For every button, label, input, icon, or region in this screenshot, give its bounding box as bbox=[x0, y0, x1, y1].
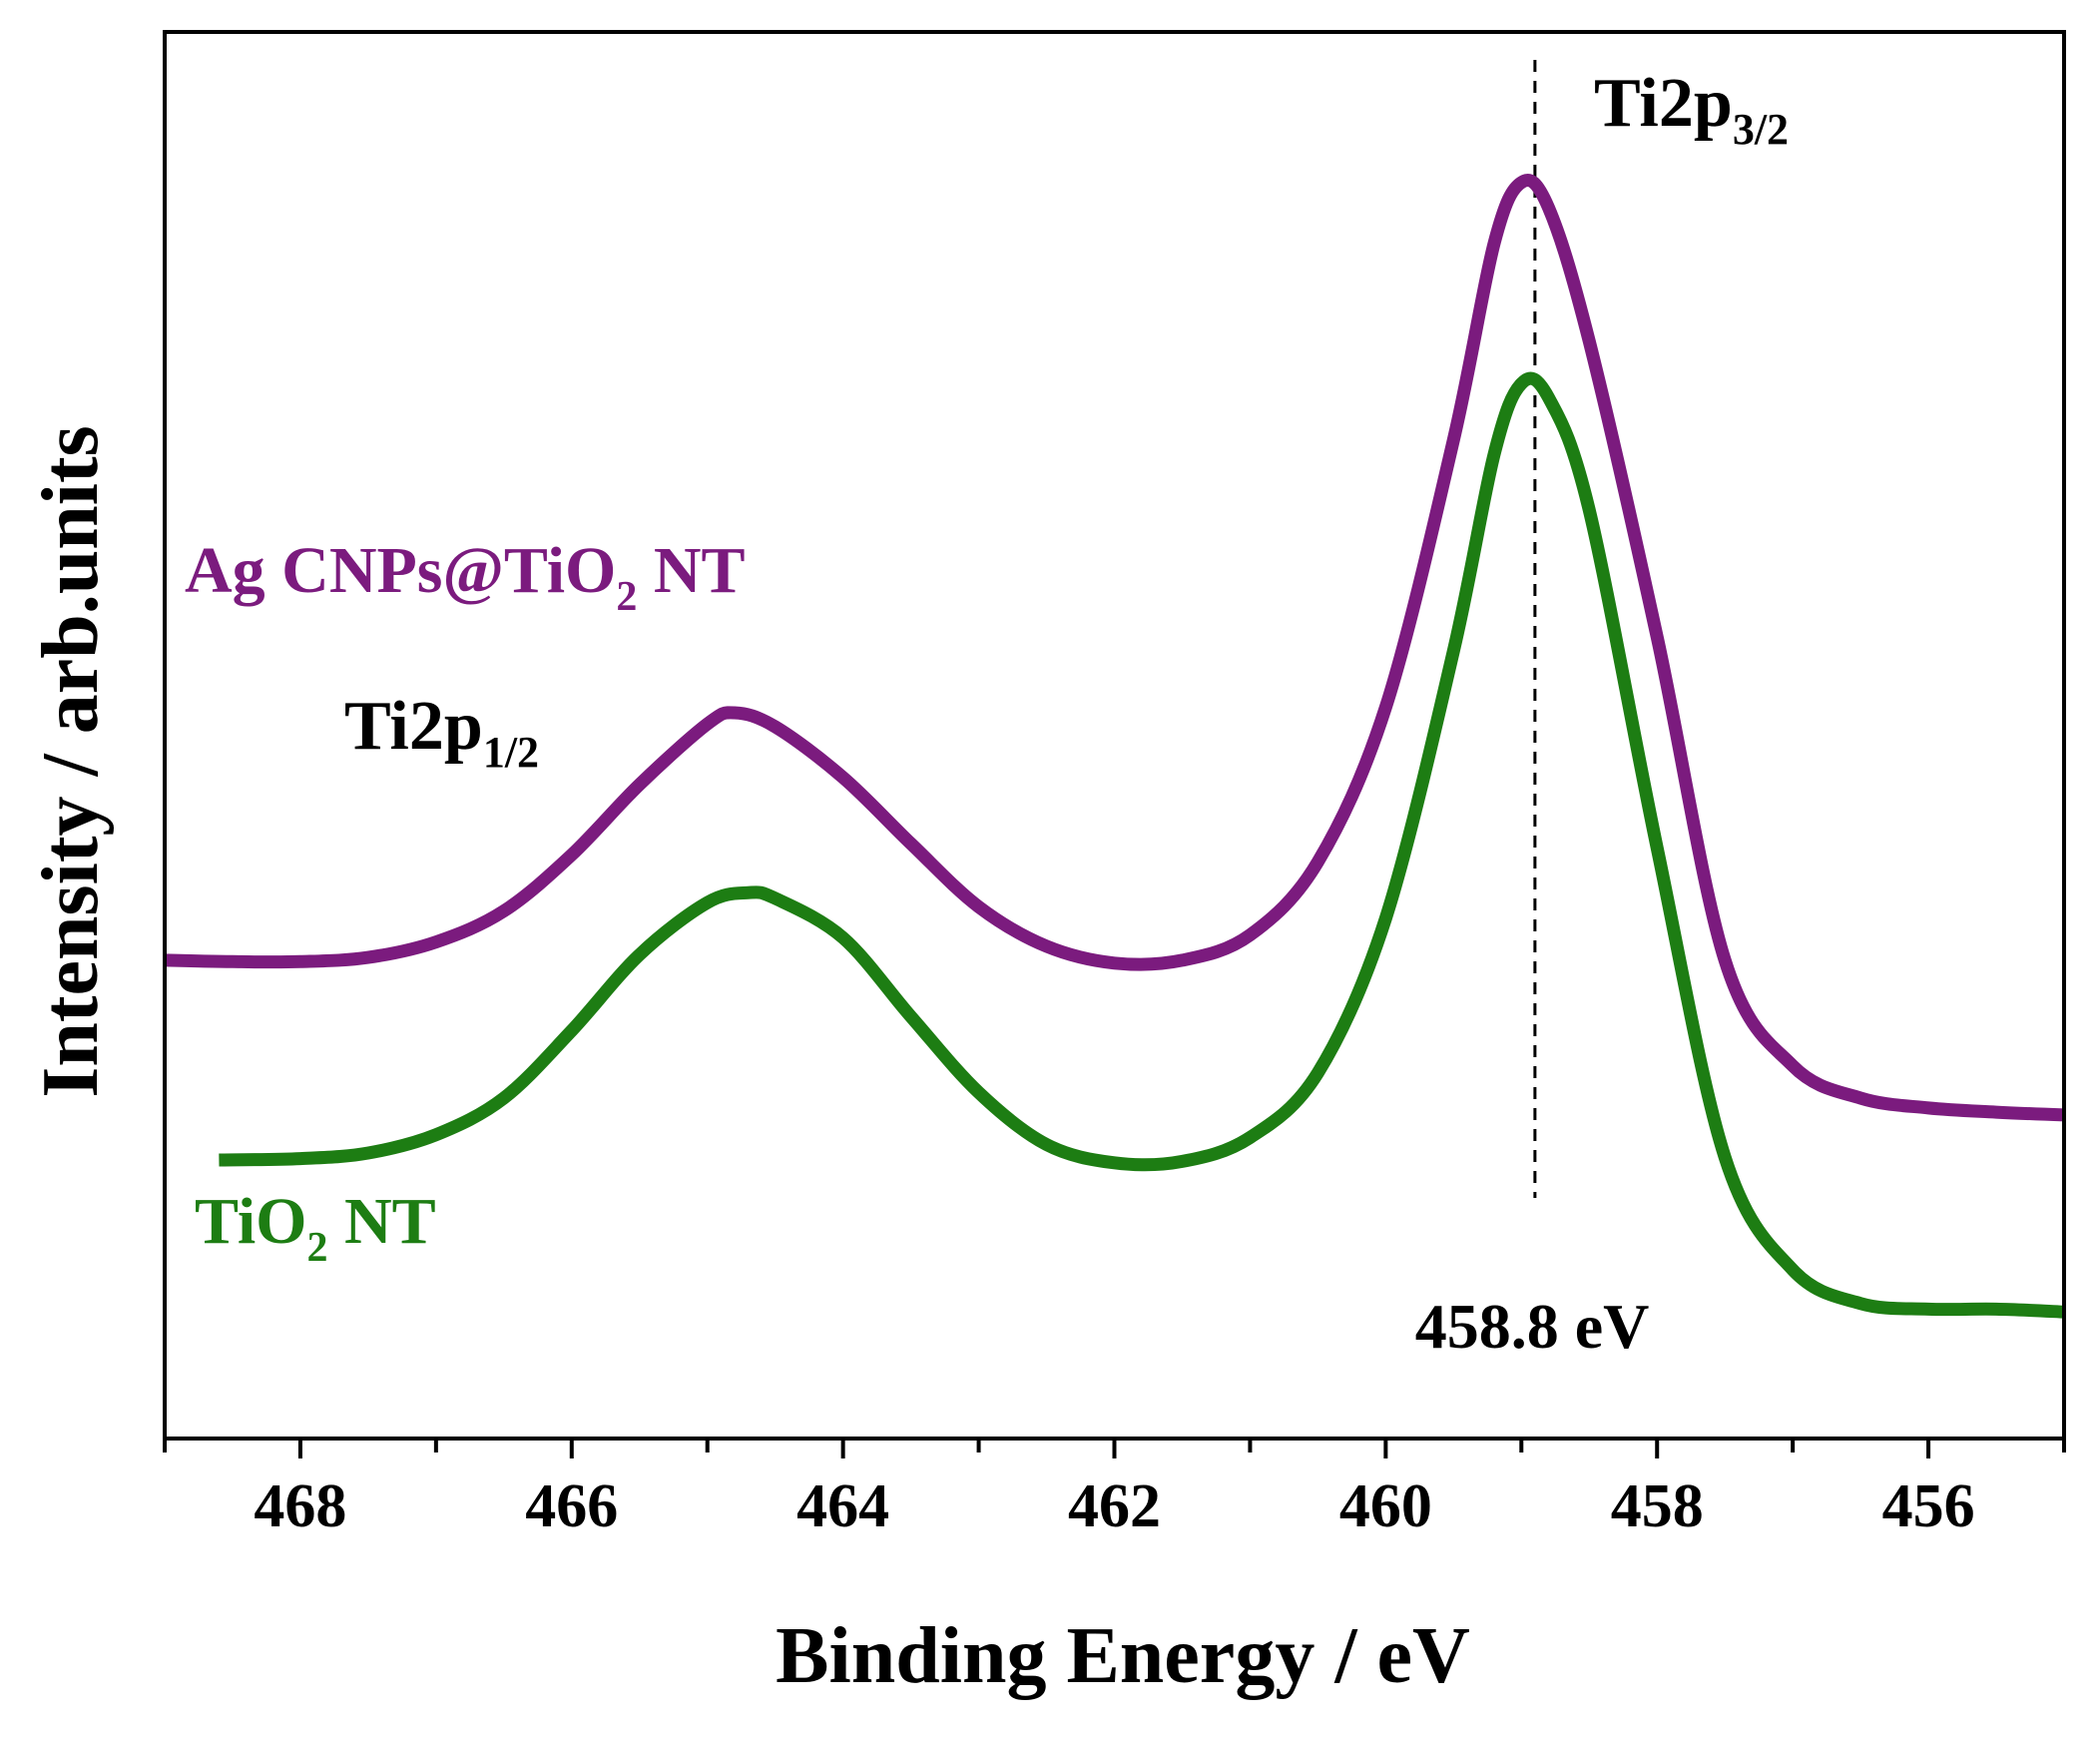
energy-label: 458.8 eV bbox=[1415, 1291, 1650, 1362]
x-axis: 468 466 464 462 460 458 456 bbox=[163, 30, 2066, 1540]
ti2p32-main: Ti2p bbox=[1594, 65, 1733, 142]
ti2p32-sub: 3/2 bbox=[1733, 105, 1789, 154]
x-tick-label: 458 bbox=[1611, 1472, 1704, 1540]
x-tick-label: 466 bbox=[525, 1472, 618, 1540]
series-ag-cnps-tio2-line bbox=[164, 174, 2065, 1122]
legend-ag-label: Ag CNPs@TiO2 NT bbox=[185, 534, 746, 620]
legend-tio2-label: TiO2 NT bbox=[195, 1185, 436, 1271]
ti2p12-label: Ti2p1/2 bbox=[344, 688, 539, 777]
x-axis-label: Binding Energy / eV bbox=[776, 1612, 1470, 1700]
legend-ag-sub: 2 bbox=[616, 574, 637, 620]
x-tick-label: 468 bbox=[254, 1472, 346, 1540]
x-tick-label: 462 bbox=[1068, 1472, 1161, 1540]
x-tick-label: 456 bbox=[1882, 1472, 1975, 1540]
plot-area bbox=[164, 60, 2065, 1319]
x-tick-label: 460 bbox=[1339, 1472, 1432, 1540]
series-tio2-line bbox=[219, 371, 2065, 1319]
ti2p12-main: Ti2p bbox=[344, 688, 483, 765]
labels: Binding Energy / eV Intensity / arb.unit… bbox=[27, 65, 1789, 1700]
legend-ag-name: Ag CNPs@TiO bbox=[185, 534, 616, 607]
legend-tio2-sub: 2 bbox=[307, 1225, 328, 1271]
legend-tio2-name: TiO bbox=[195, 1185, 307, 1258]
ti2p32-label: Ti2p3/2 bbox=[1594, 65, 1789, 154]
y-axis-label: Intensity / arb.units bbox=[27, 425, 115, 1097]
legend-tio2-suffix: NT bbox=[328, 1185, 436, 1258]
x-tick-label: 464 bbox=[796, 1472, 889, 1540]
ti2p12-sub: 1/2 bbox=[483, 728, 539, 777]
legend-ag-suffix: NT bbox=[637, 534, 745, 607]
